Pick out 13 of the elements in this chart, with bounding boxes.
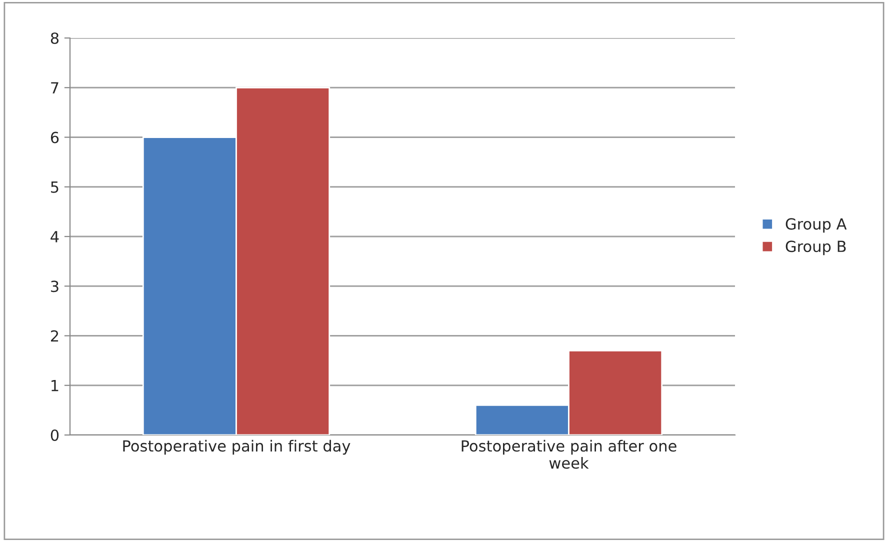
y-tick-label: 5 bbox=[51, 182, 58, 193]
y-tick-label: 1 bbox=[52, 380, 58, 392]
x-tick-label: Postoperative pain after one week bbox=[462, 440, 676, 469]
y-tick-label: 0 bbox=[50, 429, 59, 442]
x-tick-label: Postoperative pain in first day bbox=[123, 440, 350, 455]
legend-label: Group B bbox=[786, 240, 846, 256]
y-tick-label: 7 bbox=[51, 82, 58, 94]
y-tick-label: 2 bbox=[50, 330, 58, 342]
y-tick-label: 8 bbox=[50, 32, 59, 44]
y-tick-label: 6 bbox=[50, 132, 59, 144]
legend-label: Group A bbox=[786, 218, 847, 233]
y-tick-label: 3 bbox=[51, 280, 58, 292]
y-tick-label: 4 bbox=[50, 231, 59, 242]
